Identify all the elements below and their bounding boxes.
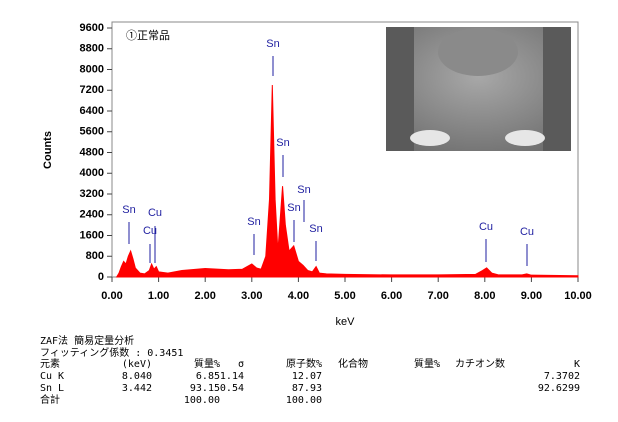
peak-label: Cu	[479, 221, 493, 233]
table-cell: 100.00	[286, 395, 322, 406]
table-header: 元素	[40, 357, 60, 370]
table-header: カチオン数	[455, 357, 505, 370]
y-tick-label: 800	[86, 250, 104, 262]
y-tick-label: 0	[98, 271, 104, 283]
y-tick-label: 5600	[80, 126, 104, 138]
x-tick-label: 7.00	[427, 290, 448, 302]
fitting-coefficient: フィッティング係数 : 0.3451	[40, 346, 183, 359]
table-header: K	[574, 359, 580, 370]
table-cell: 12.07	[292, 371, 322, 382]
table-header: 化合物	[338, 357, 368, 370]
peak-label: Sn	[122, 204, 135, 216]
table-cell: 8.040	[122, 371, 152, 382]
peak-label: Cu	[148, 207, 162, 219]
x-tick-label: 5.00	[334, 290, 355, 302]
x-tick-label: 8.00	[474, 290, 495, 302]
table-header: (keV)	[122, 359, 152, 370]
table-title: ZAF法 簡易定量分析	[40, 334, 134, 347]
y-tick-label: 3200	[80, 188, 104, 200]
table-header: 質量%	[194, 357, 220, 370]
spectrum	[115, 85, 579, 278]
sample-photo	[386, 27, 571, 151]
peak-label: Cu	[143, 225, 157, 237]
chart-title: ①正常品	[126, 29, 170, 42]
row-label: 合計	[40, 393, 60, 406]
table-cell: 87.93	[292, 383, 322, 394]
table-cell: 93.15	[190, 383, 220, 394]
x-axis-label: keV	[336, 316, 356, 328]
peak-label: Sn	[287, 202, 300, 214]
y-tick-label: 8000	[80, 63, 104, 75]
peak-label: Sn	[266, 38, 279, 50]
x-tick-label: 0.00	[101, 290, 122, 302]
y-tick-label: 2400	[80, 209, 104, 221]
y-tick-label: 1600	[80, 229, 104, 241]
row-label: Cu K	[40, 371, 64, 382]
table-cell: 1.14	[220, 371, 244, 382]
y-axis-label: Counts	[42, 131, 54, 169]
x-tick-label: 10.00	[564, 290, 592, 302]
table-header: σ	[238, 359, 244, 370]
x-tick-label: 1.00	[148, 290, 169, 302]
peak-label: Sn	[247, 216, 260, 228]
table-cell: 7.3702	[544, 371, 580, 382]
table-cell: 6.85	[196, 371, 220, 382]
y-tick-label: 6400	[80, 105, 104, 117]
x-tick-label: 9.00	[521, 290, 542, 302]
row-label: Sn L	[40, 383, 64, 394]
y-tick-label: 4000	[80, 167, 104, 179]
table-cell: 0.54	[220, 383, 244, 394]
peak-label: Cu	[520, 226, 534, 238]
x-tick-label: 3.00	[241, 290, 262, 302]
x-tick-label: 2.00	[194, 290, 215, 302]
y-tick-label: 9600	[80, 22, 104, 34]
table-header: 質量%	[414, 357, 440, 370]
peak-label: Sn	[309, 223, 322, 235]
table-cell: 100.00	[184, 395, 220, 406]
table-cell: 3.442	[122, 383, 152, 394]
y-tick-label: 8800	[80, 43, 104, 55]
y-tick-label: 7200	[80, 84, 104, 96]
table-cell: 92.6299	[538, 383, 580, 394]
peak-label: Sn	[276, 137, 289, 149]
table-header: 原子数%	[286, 357, 322, 370]
x-tick-label: 4.00	[288, 290, 309, 302]
y-tick-label: 4800	[80, 146, 104, 158]
peak-label: Sn	[297, 184, 310, 196]
x-tick-label: 6.00	[381, 290, 402, 302]
